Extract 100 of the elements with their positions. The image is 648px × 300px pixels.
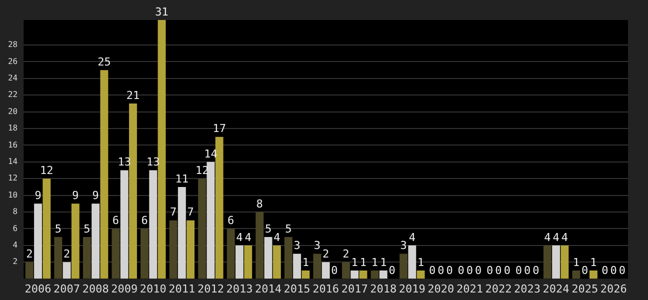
data-label: 0 bbox=[388, 264, 396, 278]
bar bbox=[169, 220, 178, 279]
bar bbox=[62, 262, 71, 279]
x-tick-label: 2007 bbox=[54, 282, 80, 296]
bar bbox=[400, 254, 408, 279]
data-label: 0 bbox=[495, 264, 502, 278]
data-label: 25 bbox=[98, 55, 111, 68]
bar bbox=[42, 178, 51, 279]
data-label: 0 bbox=[618, 264, 626, 278]
data-label: 1 bbox=[572, 256, 580, 269]
bar bbox=[379, 270, 388, 279]
bar bbox=[552, 245, 560, 279]
x-tick-label: 2022 bbox=[485, 282, 512, 296]
data-label: 6 bbox=[112, 214, 120, 228]
bar bbox=[342, 262, 350, 279]
data-label: 0 bbox=[486, 264, 494, 278]
y-tick-label: 16 bbox=[8, 140, 18, 150]
x-tick-label: 2017 bbox=[341, 282, 368, 296]
bar bbox=[206, 162, 215, 279]
data-label: 17 bbox=[212, 122, 226, 136]
bar bbox=[572, 270, 580, 279]
data-label: 1 bbox=[590, 256, 597, 269]
bar bbox=[158, 20, 166, 279]
x-tick-label: 2021 bbox=[456, 282, 483, 296]
bar bbox=[215, 136, 224, 279]
bar bbox=[186, 220, 195, 279]
x-tick-label: 2026 bbox=[600, 282, 627, 296]
data-label: 0 bbox=[466, 264, 474, 278]
y-tick-label: 10 bbox=[8, 190, 18, 200]
bar bbox=[34, 204, 42, 279]
data-label: 0 bbox=[582, 264, 588, 278]
bar bbox=[322, 262, 330, 279]
data-label: 4 bbox=[236, 230, 244, 244]
bar bbox=[244, 245, 252, 279]
bar bbox=[256, 212, 264, 279]
x-tick-label: 2013 bbox=[226, 282, 253, 296]
bar bbox=[25, 262, 34, 279]
data-label: 7 bbox=[170, 206, 177, 219]
bar bbox=[100, 70, 108, 279]
x-tick-label: 2006 bbox=[24, 282, 52, 296]
data-label: 0 bbox=[475, 264, 482, 278]
x-tick-label: 2020 bbox=[428, 282, 454, 296]
x-tick-label: 2018 bbox=[370, 282, 397, 296]
bar bbox=[54, 237, 62, 279]
data-label: 5 bbox=[84, 222, 90, 236]
bar bbox=[302, 270, 310, 279]
data-label: 1 bbox=[417, 256, 424, 269]
y-tick-label: 20 bbox=[8, 106, 18, 116]
data-label: 4 bbox=[561, 230, 568, 244]
y-tick-label: 18 bbox=[8, 124, 18, 133]
bar bbox=[350, 270, 359, 279]
bar bbox=[92, 204, 100, 279]
data-label: 3 bbox=[314, 239, 320, 252]
x-tick-label: 2014 bbox=[255, 282, 282, 296]
bar bbox=[293, 254, 302, 279]
data-label: 7 bbox=[187, 206, 194, 219]
data-label: 21 bbox=[126, 88, 140, 102]
bar bbox=[370, 270, 379, 279]
y-tick-label: 12 bbox=[8, 174, 18, 183]
data-label: 0 bbox=[515, 264, 522, 278]
bar bbox=[71, 204, 80, 279]
bar bbox=[408, 245, 416, 279]
bar bbox=[284, 237, 292, 279]
x-tick-label: 2008 bbox=[82, 282, 109, 296]
x-tick-label: 2025 bbox=[572, 282, 598, 296]
data-label: 0 bbox=[458, 264, 464, 278]
data-label: 1 bbox=[351, 256, 358, 269]
data-label: 4 bbox=[274, 230, 281, 244]
data-label: 1 bbox=[360, 256, 367, 269]
bar bbox=[560, 245, 569, 279]
data-label: 12 bbox=[40, 164, 54, 177]
data-label: 6 bbox=[141, 214, 148, 228]
y-tick-label: 4 bbox=[12, 240, 18, 250]
data-label: 0 bbox=[331, 264, 338, 278]
data-label: 0 bbox=[504, 264, 510, 278]
data-label: 6 bbox=[228, 214, 234, 228]
y-tick-label: 14 bbox=[8, 157, 18, 166]
bar bbox=[140, 228, 148, 279]
data-label: 2 bbox=[322, 247, 330, 260]
data-label: 2 bbox=[342, 247, 350, 260]
data-label: 0 bbox=[428, 264, 436, 278]
bar bbox=[198, 178, 206, 279]
data-label: 0 bbox=[438, 264, 444, 278]
bar bbox=[416, 270, 425, 279]
x-tick-label: 2015 bbox=[284, 282, 310, 296]
x-tick-label: 2011 bbox=[168, 282, 196, 296]
data-label: 4 bbox=[544, 230, 552, 244]
data-label: 1 bbox=[371, 256, 378, 269]
x-tick-label: 2019 bbox=[398, 282, 426, 296]
data-label: 11 bbox=[175, 172, 189, 186]
bar bbox=[543, 245, 552, 279]
bar bbox=[112, 228, 120, 279]
data-label: 4 bbox=[408, 230, 416, 244]
bar bbox=[226, 228, 235, 279]
y-tick-label: 24 bbox=[8, 74, 18, 83]
data-label: 0 bbox=[602, 264, 608, 278]
bar bbox=[236, 245, 244, 279]
bar bbox=[149, 170, 158, 279]
bar bbox=[120, 170, 128, 279]
data-label: 1 bbox=[302, 256, 309, 269]
